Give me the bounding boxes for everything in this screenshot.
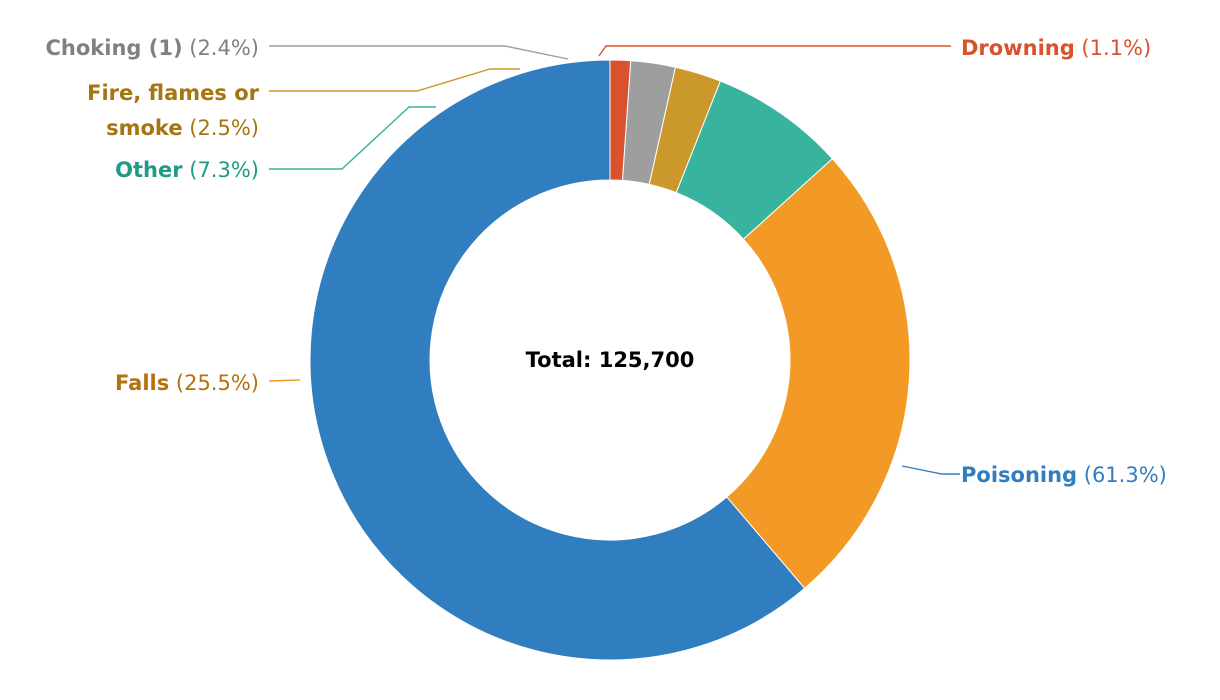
slice-falls <box>726 157 911 589</box>
slice-poisoning <box>309 59 806 661</box>
leader-lines-layer <box>268 45 960 475</box>
label-choking-1: Choking (1) (2.4%) <box>46 36 259 60</box>
slice-labels-layer: Poisoning (61.3%) Falls (25.5%) Other (7.3… <box>46 36 1167 487</box>
label-fire-flames-or-smoke-line-2: smoke (2.5%) <box>106 116 259 140</box>
label-name-other: Other <box>115 158 183 182</box>
label-falls: Falls (25.5%) <box>115 371 259 395</box>
label-name-fire-flames-or-smoke: smoke <box>106 116 182 140</box>
leader-line-drowning <box>598 45 951 57</box>
label-name-choking-1: Choking (1) <box>46 36 183 60</box>
slices-layer <box>309 59 911 661</box>
leader-line-choking-1 <box>269 45 569 60</box>
label-other: Other (7.3%) <box>115 158 259 182</box>
label-drowning: Drowning (1.1%) <box>961 36 1151 60</box>
label-name-falls: Falls <box>115 371 169 395</box>
label-percent-drowning: (1.1%) <box>1075 36 1151 60</box>
center-total-label: Total: 125,700 <box>526 348 695 372</box>
label-percent-falls: (25.5%) <box>169 371 259 395</box>
label-percent-poisoning: (61.3%) <box>1077 463 1167 487</box>
label-poisoning: Poisoning (61.3%) <box>961 463 1167 487</box>
label-fire-flames-or-smoke-line-1: Fire, flames or <box>87 81 260 105</box>
label-percent-fire-flames-or-smoke: (2.5%) <box>183 116 259 140</box>
label-percent-choking-1: (2.4%) <box>183 36 259 60</box>
leader-line-poisoning <box>901 465 960 475</box>
slice-drowning <box>609 59 632 181</box>
label-name-fire-flames-or-smoke: Fire, flames or <box>87 81 260 105</box>
label-percent-other: (7.3%) <box>183 158 259 182</box>
leader-line-fire-flames-or-smoke <box>269 68 520 92</box>
leader-line-other <box>269 106 436 170</box>
label-name-poisoning: Poisoning <box>961 463 1077 487</box>
label-name-drowning: Drowning <box>961 36 1075 60</box>
leader-line-falls <box>268 379 301 382</box>
